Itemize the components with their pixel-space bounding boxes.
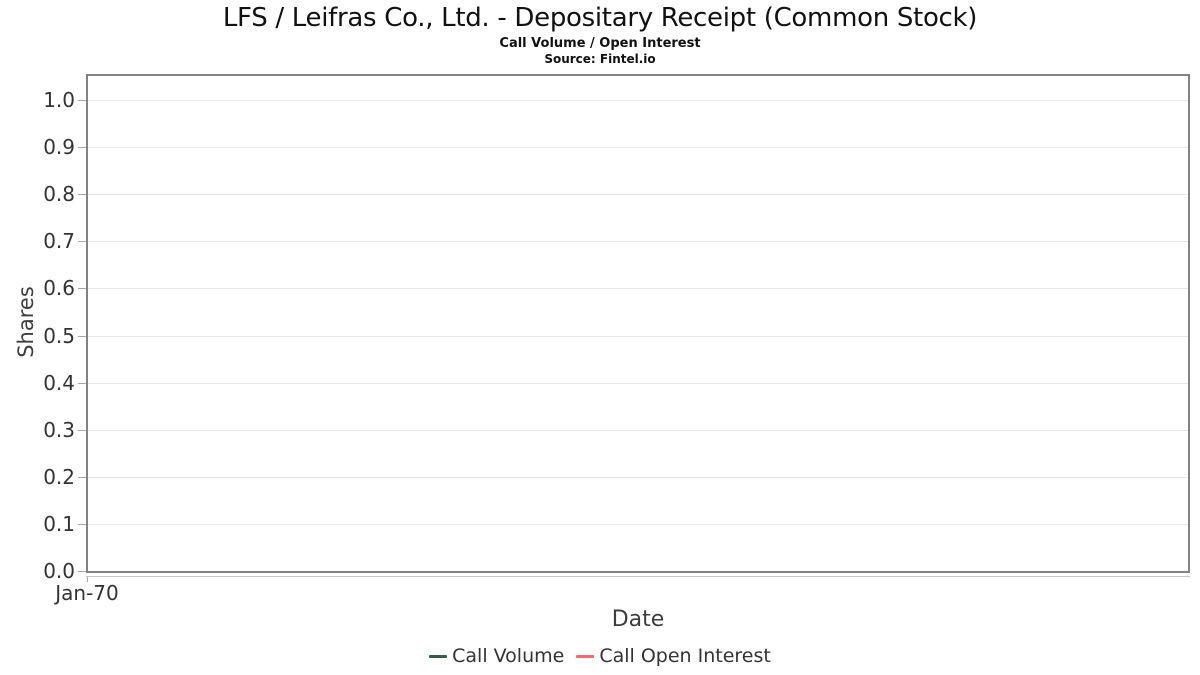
y-tick-label: 0.8 <box>43 182 75 207</box>
y-tick-label: 0.7 <box>43 229 75 254</box>
y-tick-label: 0.6 <box>43 276 75 301</box>
gridline-y-0.2 <box>88 476 1188 478</box>
y-axis-tick-0.1 <box>78 523 86 525</box>
y-tick-label: 1.0 <box>43 88 75 112</box>
y-axis-tick-0.0 <box>78 571 86 572</box>
y-tick-label: 0.1 <box>43 511 75 536</box>
gridline-y-0.6 <box>88 288 1188 290</box>
chart-title: LFS / Leifras Co., Ltd. - Depositary Rec… <box>222 3 978 33</box>
legend-label: Call Open Interest <box>599 645 771 667</box>
y-tick-label: 0.9 <box>43 135 75 160</box>
y-axis-tick-0.9 <box>78 147 86 149</box>
x-axis-title: Date <box>611 607 665 632</box>
gridline-y-0.7 <box>88 241 1188 243</box>
y-tick-label: 0.4 <box>43 370 75 395</box>
y-axis-tick-0.3 <box>78 429 86 431</box>
y-tick-label: 0.2 <box>43 464 75 489</box>
y-tick-label: 0.3 <box>43 417 75 442</box>
legend-label: Call Volume <box>452 645 565 667</box>
y-axis-tick-0.7 <box>78 241 86 243</box>
chart-subtitle: Call Volume / Open Interest <box>499 36 701 51</box>
y-axis-tick-0.5 <box>78 335 86 337</box>
x-axis-line <box>86 576 1190 577</box>
y-axis-tick-1.0 <box>78 100 86 101</box>
x-axis-tick-jan70 <box>87 577 88 582</box>
plot-area <box>86 74 1190 573</box>
legend-dash-icon <box>576 654 595 658</box>
y-axis-tick-0.6 <box>78 288 86 290</box>
y-axis-tick-0.4 <box>78 382 86 384</box>
legend-dash-icon <box>429 654 448 658</box>
legend-item-call-open-interest[interactable]: Call Open Interest <box>576 645 771 667</box>
gridline-y-0.3 <box>88 429 1188 431</box>
gridline-y-0.9 <box>88 147 1188 149</box>
y-axis-tick-0.8 <box>78 194 86 196</box>
y-tick-label: 0.0 <box>43 559 75 583</box>
legend: Call Volume Call Open Interest <box>0 645 1200 667</box>
gridline-y-1.0 <box>88 100 1188 101</box>
gridline-y-0.1 <box>88 523 1188 525</box>
gridline-y-0.8 <box>88 194 1188 196</box>
gridline-y-0.4 <box>88 382 1188 384</box>
gridline-y-0.5 <box>88 335 1188 337</box>
legend-item-call-volume[interactable]: Call Volume <box>429 645 564 667</box>
y-tick-label: 0.5 <box>43 323 75 348</box>
y-axis-tick-0.2 <box>78 476 86 478</box>
x-tick-label: Jan-70 <box>55 581 119 605</box>
chart-source-label: Source: Fintel.io <box>544 52 656 66</box>
